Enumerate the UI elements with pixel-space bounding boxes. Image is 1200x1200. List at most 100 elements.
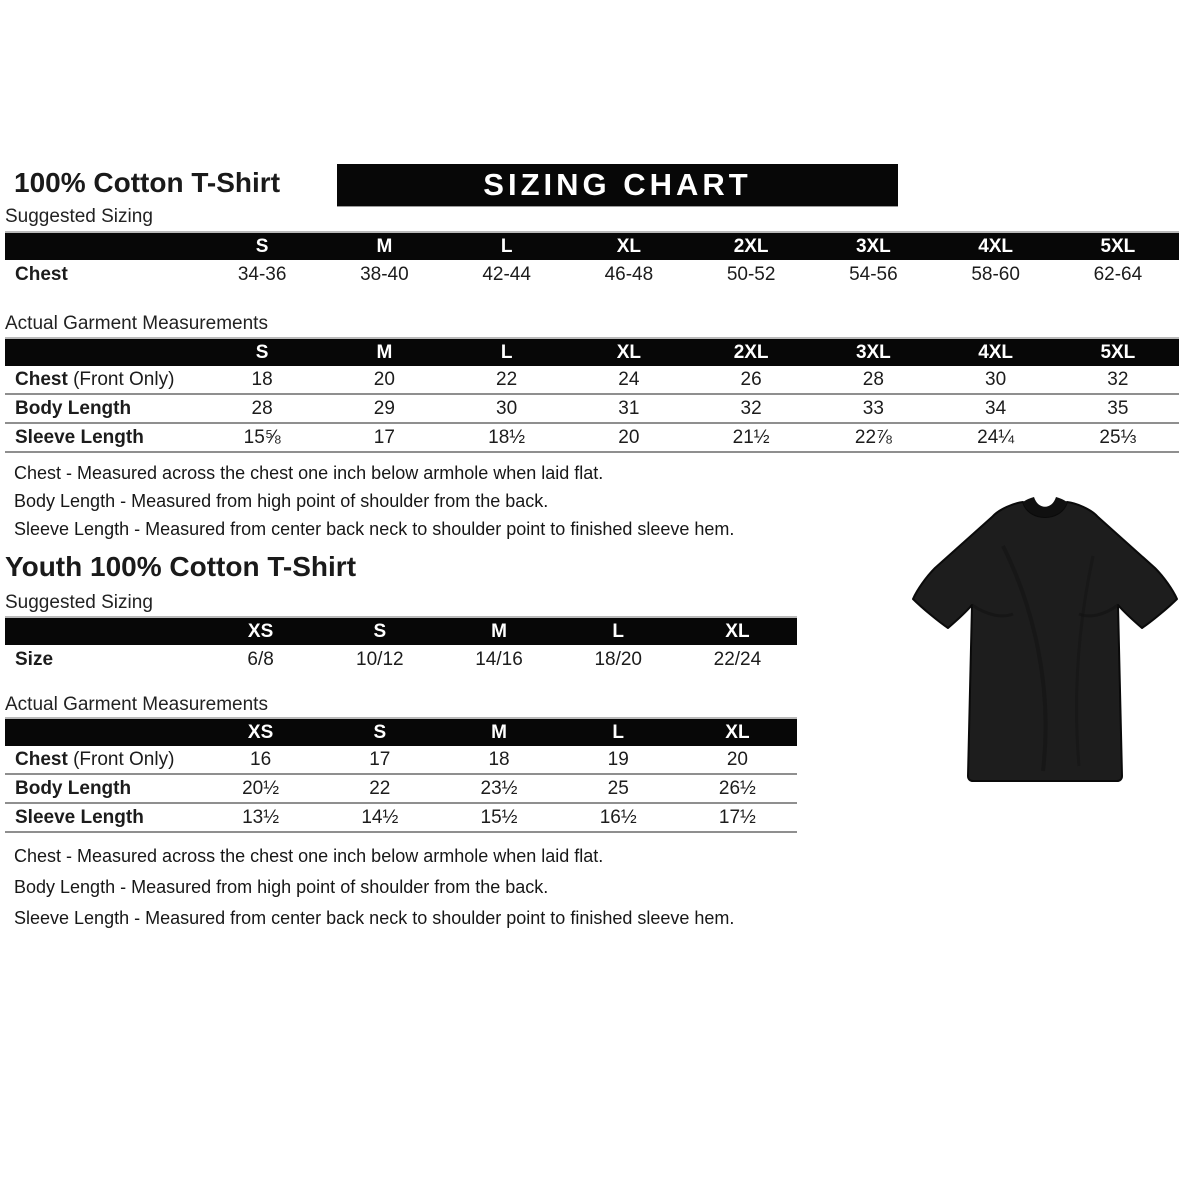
row-label-suffix: (Front Only): [67, 748, 175, 770]
measurement-value: 26: [740, 368, 762, 390]
measurement-value: 20: [726, 748, 748, 770]
measurement-value: 30: [496, 397, 518, 419]
size-col-header: L: [612, 620, 625, 642]
measurement-value: 50-52: [726, 264, 776, 285]
measurement-value: 32: [740, 397, 762, 419]
measurement-value: 17½: [718, 806, 756, 828]
size-col-header: M: [491, 620, 507, 642]
note-sleeve-length: Sleeve Length - Measured from center bac…: [14, 908, 735, 928]
measurement-value: 17: [373, 426, 395, 448]
size-col-header: XS: [247, 620, 274, 642]
adult-suggested-sizing-label: Suggested Sizing: [5, 206, 153, 227]
measurement-value: 22⅞: [854, 426, 892, 448]
row-label: Sleeve Length: [15, 426, 144, 448]
measurement-value: 30: [985, 368, 1007, 390]
row-label: Chest: [15, 264, 68, 285]
size-col-header: XL: [725, 620, 750, 642]
row-label: Body Length: [15, 397, 132, 419]
size-col-header: M: [376, 235, 393, 257]
measurement-value: 28: [862, 368, 884, 390]
measurement-value: 20: [373, 368, 395, 390]
tshirt-graphic: [912, 497, 1178, 782]
measurement-value: 18: [488, 748, 510, 770]
row-label: Chest: [15, 368, 68, 390]
measurement-value: 22: [496, 368, 518, 390]
adult-suggested-sizing-table: S M L XL 2XL 3XL 4XL 5XL Chest 34-36 38-…: [5, 231, 1179, 290]
size-col-header: 4XL: [978, 235, 1014, 257]
adult-measurement-notes: Chest - Measured across the chest one in…: [14, 459, 734, 543]
measurement-value: 22/24: [713, 649, 762, 670]
row-label-suffix: (Front Only): [67, 368, 175, 390]
row-label: Body Length: [15, 777, 132, 799]
measurement-value: 46-48: [604, 264, 654, 285]
measurement-value: 6/8: [247, 649, 274, 670]
measurement-value: 33: [862, 397, 884, 419]
table-row: Chest (Front Only) 16 17 18 19 20: [5, 746, 797, 775]
measurement-value: 21½: [732, 426, 770, 448]
table-row: Chest (Front Only) 18 20 22 24 26 28 30 …: [5, 366, 1179, 395]
black-tshirt-image: [893, 486, 1199, 806]
measurement-value: 20½: [242, 777, 280, 799]
measurement-value: 26½: [718, 777, 756, 799]
measurement-value: 23½: [480, 777, 518, 799]
measurement-value: 15½: [480, 806, 518, 828]
measurement-value: 58-60: [971, 264, 1020, 285]
adult-actual-measurements-label: Actual Garment Measurements: [5, 313, 268, 334]
size-col-header: 5XL: [1100, 235, 1136, 257]
note-chest: Chest - Measured across the chest one in…: [14, 463, 604, 483]
measurement-value: 22: [369, 777, 391, 799]
size-col-header: S: [255, 235, 269, 257]
measurement-value: 54-56: [849, 264, 898, 285]
measurement-value: 14/16: [475, 649, 523, 670]
measurement-value: 25: [607, 777, 629, 799]
note-chest: Chest - Measured across the chest one in…: [14, 846, 604, 866]
measurement-value: 38-40: [360, 264, 409, 285]
sizing-chart-banner: SIZING CHART: [337, 164, 898, 206]
page-title: 100% Cotton T-Shirt: [14, 167, 281, 198]
note-sleeve-length: Sleeve Length - Measured from center bac…: [14, 519, 735, 539]
size-col-header: S: [373, 620, 387, 642]
measurement-value: 14½: [361, 806, 399, 828]
table-header-row: XS S M L XL: [5, 717, 797, 746]
size-col-header: XS: [247, 721, 274, 743]
size-col-header: 4XL: [978, 341, 1014, 363]
measurement-value: 18½: [488, 426, 526, 448]
measurement-value: 34-36: [237, 264, 287, 285]
measurement-value: 24¼: [977, 426, 1015, 448]
size-col-header: XL: [616, 235, 642, 257]
row-label: Chest: [15, 748, 68, 770]
size-col-header: 2XL: [733, 235, 769, 257]
table-row: Sleeve Length 15⅝ 17 18½ 20 21½ 22⅞ 24¼ …: [5, 424, 1179, 453]
size-col-header: L: [612, 721, 625, 743]
size-col-header: XL: [725, 721, 750, 743]
size-col-header: 3XL: [855, 235, 891, 257]
youth-section-title: Youth 100% Cotton T-Shirt: [5, 551, 357, 582]
measurement-value: 17: [369, 748, 391, 770]
measurement-value: 42-44: [482, 264, 531, 285]
measurement-value: 20: [618, 426, 640, 448]
measurement-value: 16: [250, 748, 272, 770]
row-label: Size: [15, 649, 54, 670]
table-row: Sleeve Length 13½ 14½ 15½ 16½ 17½: [5, 804, 797, 833]
measurement-value: 18/20: [594, 649, 642, 670]
table-row: Body Length 28 29 30 31 32 33 34 35: [5, 395, 1179, 424]
table-header-row: S M L XL 2XL 3XL 4XL 5XL: [5, 337, 1179, 366]
size-col-header: 2XL: [733, 341, 769, 363]
measurement-value: 31: [618, 397, 640, 419]
size-col-header: L: [500, 235, 513, 257]
table-header-row: S M L XL 2XL 3XL 4XL 5XL: [5, 231, 1179, 260]
table-header-row: XS S M L XL: [5, 616, 797, 645]
table-row: Chest 34-36 38-40 42-44 46-48 50-52 54-5…: [5, 260, 1179, 290]
size-col-header: S: [255, 341, 269, 363]
youth-actual-measurements-label: Actual Garment Measurements: [5, 694, 268, 715]
adult-actual-measurements-table: S M L XL 2XL 3XL 4XL 5XL Chest (Front On…: [5, 337, 1179, 453]
table-row: Body Length 20½ 22 23½ 25 26½: [5, 775, 797, 804]
measurement-value: 18: [251, 368, 273, 390]
size-col-header: XL: [616, 341, 642, 363]
measurement-value: 25⅓: [1099, 426, 1137, 448]
row-label: Sleeve Length: [15, 806, 144, 828]
size-col-header: M: [491, 721, 507, 743]
youth-suggested-sizing-table: XS S M L XL Size 6/8 10/12 14/16 18/20 2…: [5, 616, 797, 675]
note-body-length: Body Length - Measured from high point o…: [14, 491, 549, 511]
